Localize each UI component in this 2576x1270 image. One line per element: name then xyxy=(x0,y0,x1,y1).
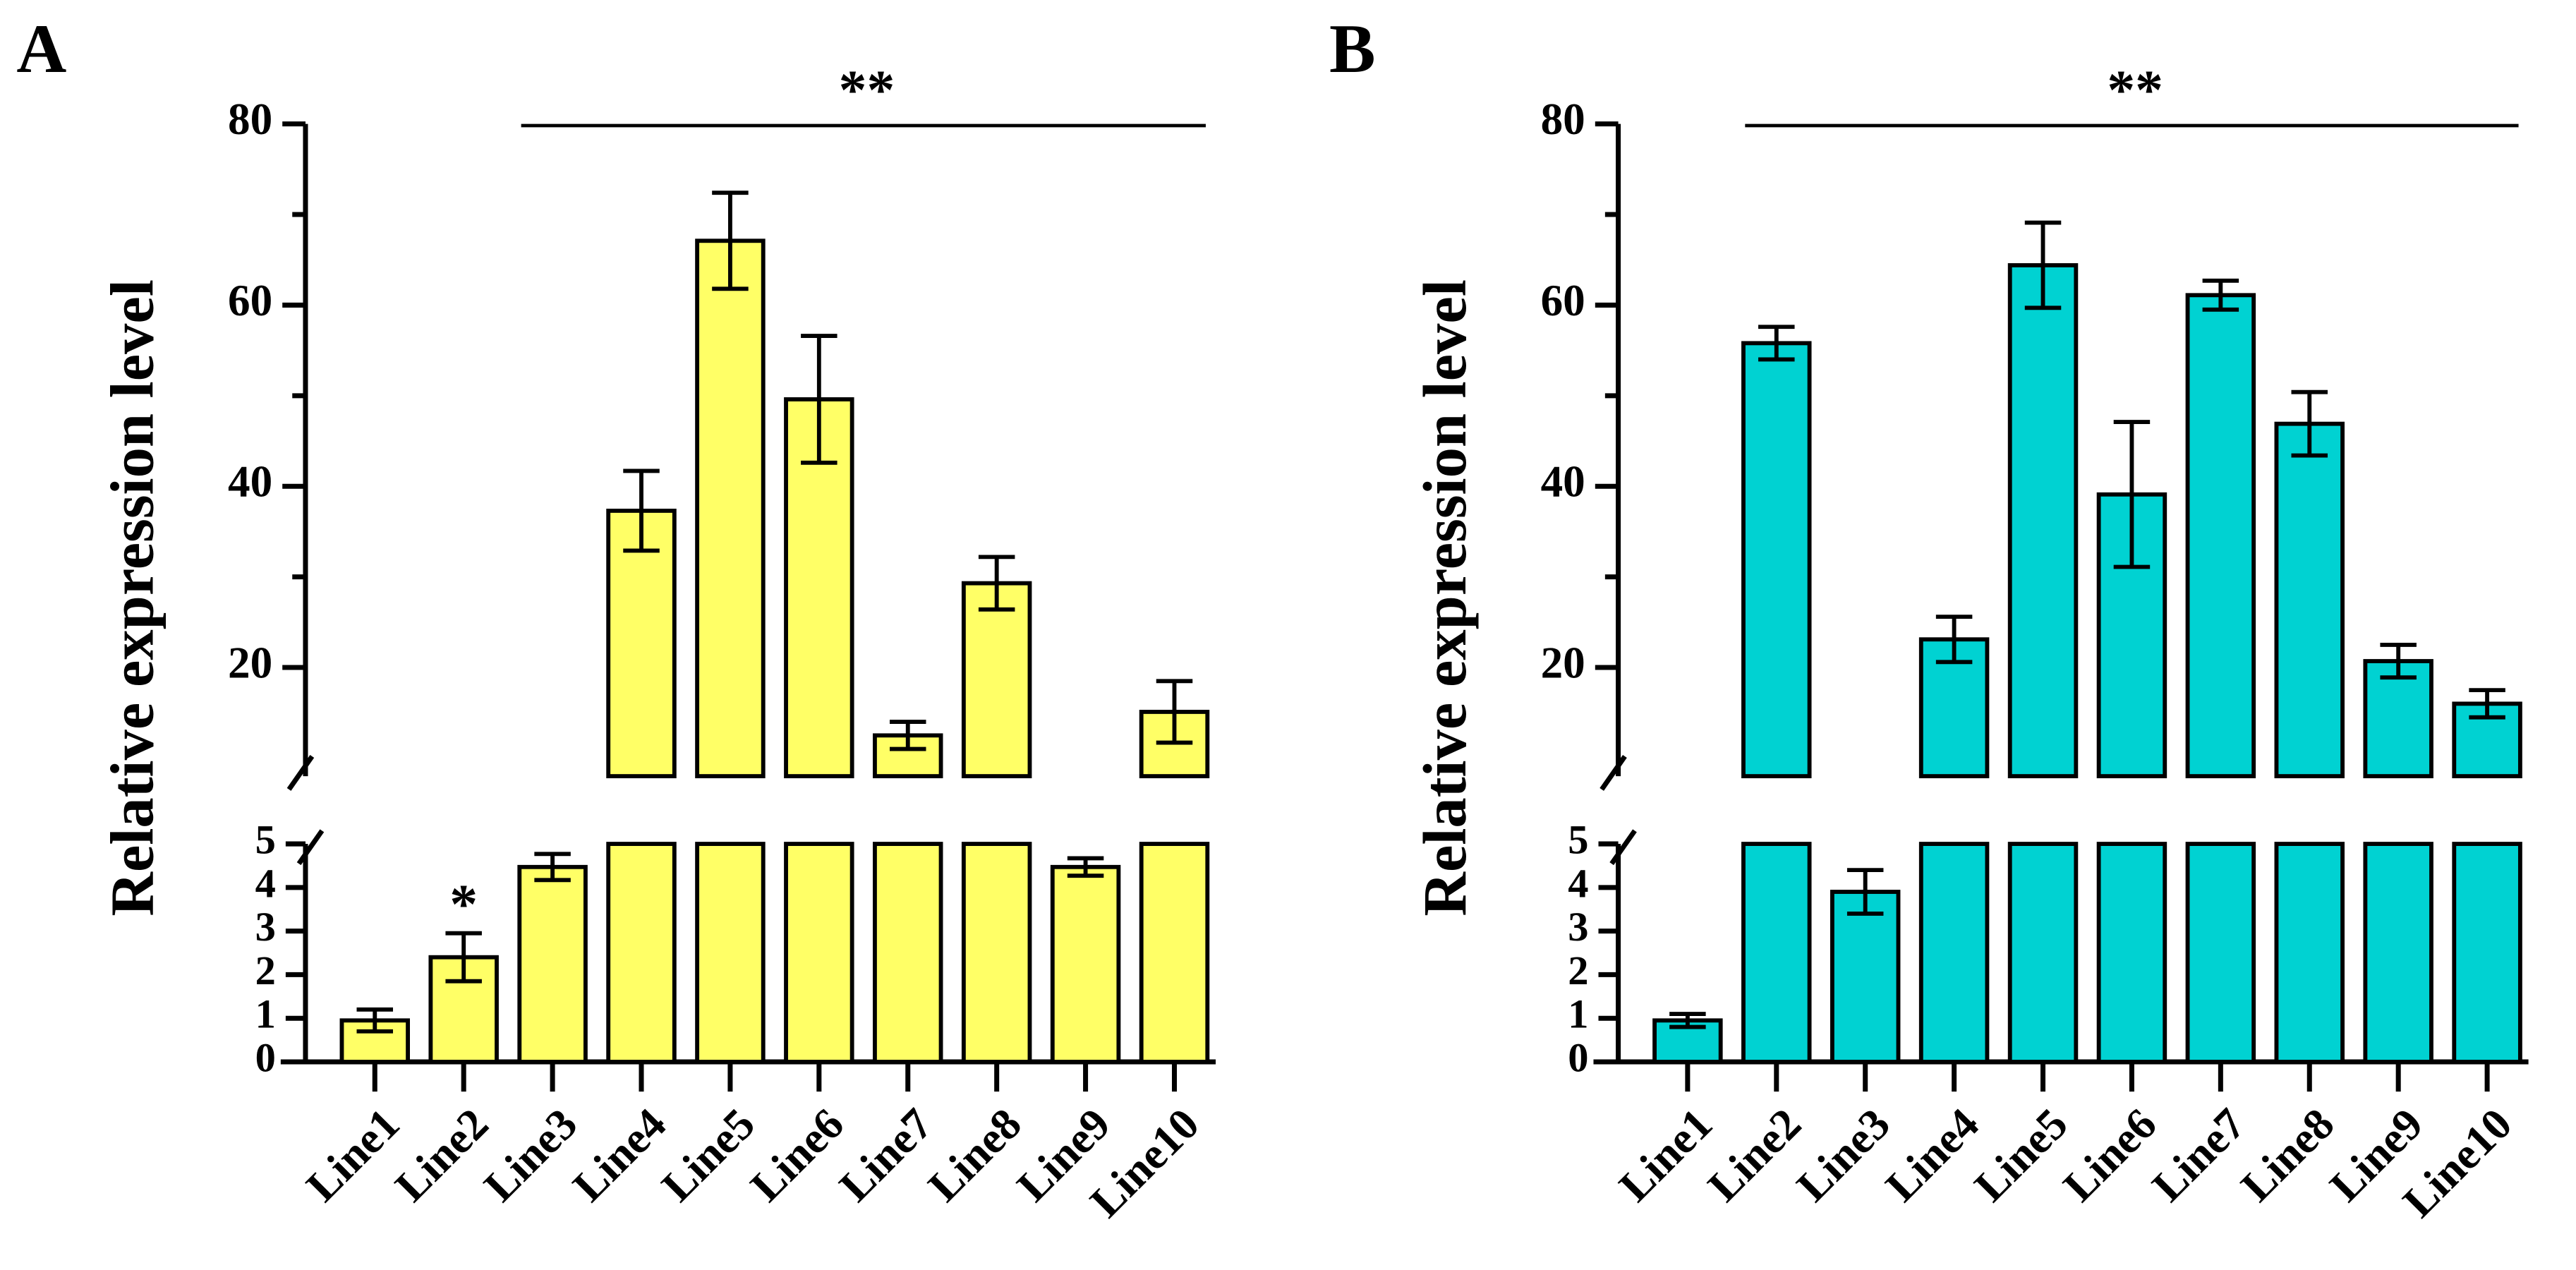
y-tick-label: 1 xyxy=(255,991,276,1037)
axis-break xyxy=(1600,755,1627,791)
x-tick-label: Line8 xyxy=(2232,1099,2344,1211)
error-bar xyxy=(2469,688,2505,720)
bar xyxy=(784,842,854,1064)
error-bar xyxy=(978,555,1015,612)
y-tick-label: 3 xyxy=(1568,904,1588,950)
bar xyxy=(2185,293,2256,779)
bar xyxy=(606,842,677,1064)
y-tick-label: 2 xyxy=(1568,948,1588,993)
x-tick-label: Line3 xyxy=(1787,1099,1899,1211)
x-tick-label: Line7 xyxy=(830,1099,942,1211)
y-tick-label: 1 xyxy=(1568,991,1588,1037)
x-tick-label: Line2 xyxy=(1698,1099,1810,1211)
x-tick-label: Line8 xyxy=(919,1099,1031,1211)
x-tick-label: Line4 xyxy=(564,1099,676,1211)
significance-label: ** xyxy=(2107,59,2163,121)
y-tick-label: 5 xyxy=(255,816,276,862)
y-axis-label: Relative expression level xyxy=(98,279,166,916)
y-tick-label: 80 xyxy=(228,95,272,144)
x-tick-label: Line6 xyxy=(741,1099,853,1211)
error-bar xyxy=(623,468,660,553)
bar xyxy=(2274,842,2345,1064)
y-tick-label: 2 xyxy=(255,948,276,993)
error-bar xyxy=(801,334,837,465)
bar xyxy=(1050,864,1121,1064)
error-bar xyxy=(2202,278,2239,312)
error-bar xyxy=(445,931,482,984)
bar xyxy=(784,397,854,779)
significance-label: * xyxy=(449,873,478,936)
bar xyxy=(2274,421,2345,779)
x-tick-label: Line1 xyxy=(297,1099,409,1211)
y-tick-label: 4 xyxy=(255,860,276,906)
bar xyxy=(1741,341,1812,779)
error-bar xyxy=(1156,679,1193,745)
bar xyxy=(961,581,1032,779)
bar xyxy=(695,238,766,779)
panel-label: A xyxy=(16,11,66,87)
bar xyxy=(2096,842,2167,1064)
error-bar xyxy=(1758,325,1795,362)
y-tick-label: 40 xyxy=(228,457,272,507)
bar xyxy=(1918,842,1990,1064)
axis-break xyxy=(286,755,315,791)
error-bar xyxy=(356,1007,394,1034)
error-bar xyxy=(2113,420,2151,569)
significance-label: ** xyxy=(839,59,895,121)
error-bar xyxy=(2291,389,2328,458)
y-tick-label: 0 xyxy=(1568,1034,1588,1080)
x-tick-label: Line1 xyxy=(1609,1099,1722,1211)
y-tick-label: 20 xyxy=(1541,639,1585,688)
y-tick-label: 0 xyxy=(255,1034,276,1080)
bar xyxy=(606,508,677,779)
panel-label: B xyxy=(1329,11,1376,87)
bar xyxy=(2007,842,2079,1064)
bar xyxy=(517,864,588,1064)
bar xyxy=(695,842,766,1064)
error-bar xyxy=(2024,220,2062,310)
error-bar xyxy=(1669,1012,1706,1029)
bar xyxy=(1139,842,1210,1064)
bar xyxy=(873,842,943,1064)
x-tick-label: Line6 xyxy=(2054,1099,2166,1211)
bar xyxy=(2363,842,2433,1064)
bar xyxy=(961,842,1032,1064)
y-tick-label: 20 xyxy=(228,639,272,688)
y-tick-label: 60 xyxy=(228,276,272,325)
bar xyxy=(1741,842,1812,1064)
bar xyxy=(2007,263,2079,779)
panel: A Relative expression level 20 40 60 80 012345… xyxy=(16,11,1216,1227)
error-bar xyxy=(1846,868,1884,916)
x-tick-label: Line2 xyxy=(386,1099,498,1211)
error-bar xyxy=(1935,615,1973,665)
x-tick-label: Line4 xyxy=(1876,1099,1988,1211)
y-tick-label: 40 xyxy=(1541,457,1585,507)
x-tick-label: Line5 xyxy=(1965,1099,2077,1211)
y-tick-label: 4 xyxy=(1568,860,1588,906)
bar xyxy=(1830,890,1901,1064)
x-tick-label: Line5 xyxy=(652,1099,764,1211)
axis-break xyxy=(1609,829,1637,866)
error-bar xyxy=(2380,643,2417,680)
y-tick-label: 80 xyxy=(1541,95,1585,144)
bar xyxy=(2185,842,2256,1064)
error-bar xyxy=(889,720,926,751)
panel: B Relative expression level 20 40 60 80 012345… xyxy=(1329,11,2529,1227)
y-tick-label: 5 xyxy=(1568,816,1588,862)
error-bar xyxy=(712,190,749,291)
error-bar xyxy=(534,852,571,883)
y-tick-label: 3 xyxy=(255,904,276,950)
error-bar xyxy=(1067,856,1104,878)
axis-break xyxy=(296,829,325,866)
y-tick-label: 60 xyxy=(1541,276,1585,325)
bar xyxy=(2363,659,2433,779)
x-tick-label: Line3 xyxy=(475,1099,587,1211)
x-tick-label: Line7 xyxy=(2143,1099,2255,1211)
y-axis-label: Relative expression level xyxy=(1411,279,1479,916)
bar xyxy=(2452,842,2522,1064)
